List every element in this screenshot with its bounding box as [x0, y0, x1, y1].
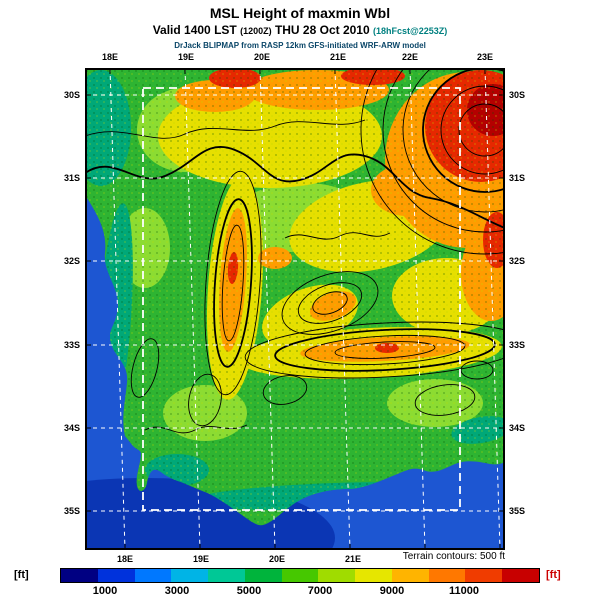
- colorbar-segment: [428, 569, 466, 582]
- colorbar-segment: [465, 569, 503, 582]
- valid-zulu-label: (1200Z): [240, 26, 272, 36]
- colorbar-segment: [171, 569, 209, 582]
- lat-label-right: 30S: [509, 90, 526, 100]
- colorbar-segment: [208, 569, 245, 582]
- lat-lon-grid: [85, 68, 505, 550]
- lon-label-top: 22E: [401, 52, 419, 62]
- colorbar-tick-label: 11000: [449, 585, 479, 597]
- lon-label-bottom: 21E: [344, 554, 362, 564]
- colorbar-segment: [318, 569, 356, 582]
- lat-label-left: 31S: [63, 173, 80, 183]
- unit-label-left: [ft]: [14, 569, 29, 581]
- terrain-patches: [85, 68, 505, 526]
- unit-label-right: [ft]: [546, 569, 561, 581]
- lat-label-right: 35S: [509, 506, 526, 516]
- colorbar-segment: [391, 569, 429, 582]
- lon-label-top: 19E: [177, 52, 195, 62]
- colorbar-tick-label: 9000: [379, 585, 405, 597]
- colorbar-tick-label: 5000: [236, 585, 262, 597]
- model-attribution-line: DrJack BLIPMAP from RASP 12km GFS-initia…: [174, 41, 426, 50]
- contour-interval-note: Terrain contours: 500 ft: [402, 551, 505, 562]
- forecast-offset-label: (18hFcst@2253Z): [373, 26, 448, 36]
- valid-prefix: Valid 1400 LST: [152, 23, 237, 37]
- terrain-map: [85, 68, 505, 550]
- colorbar-segment: [134, 569, 172, 582]
- lat-label-right: 34S: [509, 423, 526, 433]
- frame-ticks: [85, 68, 505, 550]
- contour-lines: [85, 68, 505, 434]
- colorbar-segment: [281, 569, 319, 582]
- domain-boundary-box: [142, 87, 461, 511]
- colorbar-tick-label: 7000: [307, 585, 333, 597]
- page-title: MSL Height of maxmin Wbl: [209, 5, 391, 21]
- colorbar-segment: [502, 569, 539, 582]
- valid-date: THU 28 Oct 2010: [274, 23, 370, 37]
- lat-label-left: 32S: [63, 256, 80, 266]
- lat-label-right: 33S: [509, 340, 526, 350]
- colorbar-segment: [244, 569, 282, 582]
- lon-label-bottom: 18E: [116, 554, 134, 564]
- lat-label-left: 30S: [63, 90, 80, 100]
- lat-label-left: 35S: [63, 506, 80, 516]
- lon-label-top: 18E: [101, 52, 119, 62]
- valid-time-line: Valid 1400 LST (1200Z) THU 28 Oct 2010 (…: [0, 23, 600, 37]
- elevation-colorbar: [60, 568, 540, 583]
- speckle-texture: [85, 68, 505, 526]
- lat-label-left: 34S: [63, 423, 80, 433]
- lon-label-top: 23E: [476, 52, 494, 62]
- colorbar-tick-label: 3000: [164, 585, 190, 597]
- lon-label-bottom: 19E: [192, 554, 210, 564]
- lon-label-bottom: 20E: [268, 554, 286, 564]
- lat-label-right: 31S: [509, 173, 526, 183]
- map-frame: [85, 68, 505, 550]
- colorbar-tick-label: 1000: [92, 585, 118, 597]
- colorbar-segment: [97, 569, 135, 582]
- colorbar-segment: [355, 569, 392, 582]
- lat-label-right: 32S: [509, 256, 526, 266]
- lat-label-left: 33S: [63, 340, 80, 350]
- colorbar-segment: [61, 569, 98, 582]
- lon-label-top: 20E: [253, 52, 271, 62]
- lon-label-top: 21E: [329, 52, 347, 62]
